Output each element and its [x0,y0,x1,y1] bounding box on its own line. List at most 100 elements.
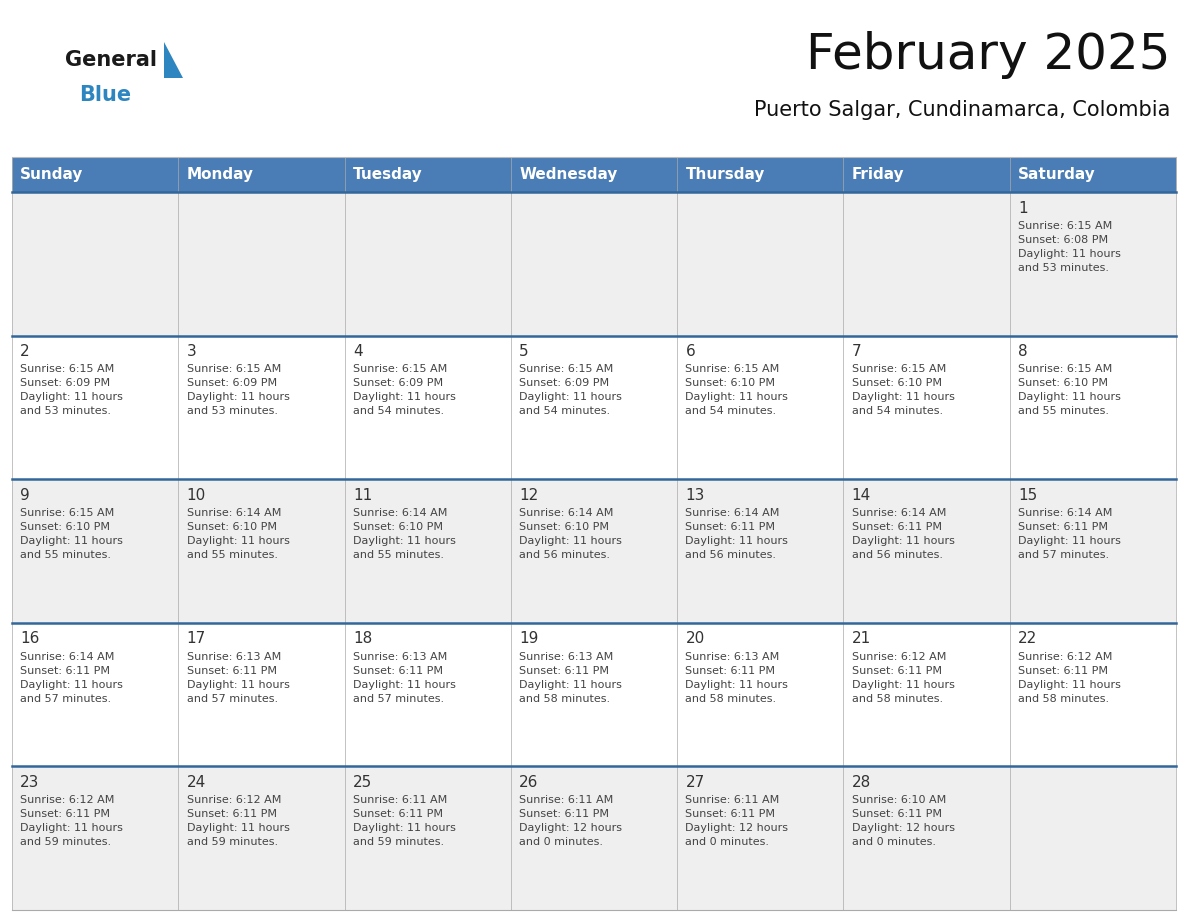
Text: 21: 21 [852,632,871,646]
Text: Sunrise: 6:14 AM
Sunset: 6:11 PM
Daylight: 11 hours
and 57 minutes.: Sunrise: 6:14 AM Sunset: 6:11 PM Dayligh… [20,652,124,703]
Text: Sunday: Sunday [20,167,83,182]
Text: 5: 5 [519,344,529,359]
Bar [178,767,345,910]
Text: 8: 8 [1018,344,1028,359]
Text: Sunrise: 6:11 AM
Sunset: 6:11 PM
Daylight: 12 hours
and 0 minutes.: Sunrise: 6:11 AM Sunset: 6:11 PM Dayligh… [519,795,623,847]
Bar [843,192,1010,336]
Text: 11: 11 [353,487,372,503]
Text: 16: 16 [20,632,39,646]
Bar [1010,336,1176,479]
Bar [345,192,511,336]
Bar [511,157,677,192]
Text: Sunrise: 6:15 AM
Sunset: 6:09 PM
Daylight: 11 hours
and 53 minutes.: Sunrise: 6:15 AM Sunset: 6:09 PM Dayligh… [20,364,124,417]
Text: 3: 3 [187,344,196,359]
Text: Sunrise: 6:15 AM
Sunset: 6:09 PM
Daylight: 11 hours
and 54 minutes.: Sunrise: 6:15 AM Sunset: 6:09 PM Dayligh… [519,364,623,417]
Bar [345,479,511,622]
Bar [1010,767,1176,910]
Text: Friday: Friday [852,167,904,182]
Text: 18: 18 [353,632,372,646]
Text: Sunrise: 6:12 AM
Sunset: 6:11 PM
Daylight: 11 hours
and 58 minutes.: Sunrise: 6:12 AM Sunset: 6:11 PM Dayligh… [1018,652,1121,703]
Bar [178,479,345,622]
Bar [1010,479,1176,622]
Text: 9: 9 [20,487,30,503]
Bar [843,479,1010,622]
Text: Sunrise: 6:14 AM
Sunset: 6:10 PM
Daylight: 11 hours
and 56 minutes.: Sunrise: 6:14 AM Sunset: 6:10 PM Dayligh… [519,508,623,560]
Text: Sunrise: 6:12 AM
Sunset: 6:11 PM
Daylight: 11 hours
and 59 minutes.: Sunrise: 6:12 AM Sunset: 6:11 PM Dayligh… [20,795,124,847]
Text: Sunrise: 6:12 AM
Sunset: 6:11 PM
Daylight: 11 hours
and 58 minutes.: Sunrise: 6:12 AM Sunset: 6:11 PM Dayligh… [852,652,955,703]
Bar [178,336,345,479]
Text: Sunrise: 6:14 AM
Sunset: 6:10 PM
Daylight: 11 hours
and 55 minutes.: Sunrise: 6:14 AM Sunset: 6:10 PM Dayligh… [187,508,290,560]
Bar [511,767,677,910]
Bar [345,157,511,192]
Text: Wednesday: Wednesday [519,167,618,182]
Text: Sunrise: 6:14 AM
Sunset: 6:11 PM
Daylight: 11 hours
and 56 minutes.: Sunrise: 6:14 AM Sunset: 6:11 PM Dayligh… [685,508,789,560]
Text: Sunrise: 6:15 AM
Sunset: 6:09 PM
Daylight: 11 hours
and 53 minutes.: Sunrise: 6:15 AM Sunset: 6:09 PM Dayligh… [187,364,290,417]
Text: 2: 2 [20,344,30,359]
Text: Sunrise: 6:13 AM
Sunset: 6:11 PM
Daylight: 11 hours
and 57 minutes.: Sunrise: 6:13 AM Sunset: 6:11 PM Dayligh… [187,652,290,703]
Bar [843,622,1010,767]
Bar [1010,157,1176,192]
Text: Sunrise: 6:12 AM
Sunset: 6:11 PM
Daylight: 11 hours
and 59 minutes.: Sunrise: 6:12 AM Sunset: 6:11 PM Dayligh… [187,795,290,847]
Text: 23: 23 [20,775,39,790]
Text: Sunrise: 6:15 AM
Sunset: 6:09 PM
Daylight: 11 hours
and 54 minutes.: Sunrise: 6:15 AM Sunset: 6:09 PM Dayligh… [353,364,456,417]
Bar [12,336,178,479]
Bar [843,767,1010,910]
Text: Sunrise: 6:13 AM
Sunset: 6:11 PM
Daylight: 11 hours
and 58 minutes.: Sunrise: 6:13 AM Sunset: 6:11 PM Dayligh… [685,652,789,703]
Text: 28: 28 [852,775,871,790]
Text: 15: 15 [1018,487,1037,503]
Bar [345,767,511,910]
Text: Sunrise: 6:15 AM
Sunset: 6:08 PM
Daylight: 11 hours
and 53 minutes.: Sunrise: 6:15 AM Sunset: 6:08 PM Dayligh… [1018,220,1121,273]
Text: Sunrise: 6:15 AM
Sunset: 6:10 PM
Daylight: 11 hours
and 54 minutes.: Sunrise: 6:15 AM Sunset: 6:10 PM Dayligh… [685,364,789,417]
Text: Sunrise: 6:13 AM
Sunset: 6:11 PM
Daylight: 11 hours
and 58 minutes.: Sunrise: 6:13 AM Sunset: 6:11 PM Dayligh… [519,652,623,703]
Bar [12,157,178,192]
Bar [12,479,178,622]
Bar [178,192,345,336]
Bar [677,157,843,192]
Text: 26: 26 [519,775,538,790]
Text: 1: 1 [1018,201,1028,216]
Bar [677,767,843,910]
Bar [677,336,843,479]
Bar [178,157,345,192]
Bar [511,192,677,336]
Text: 6: 6 [685,344,695,359]
Bar [12,192,178,336]
Text: 25: 25 [353,775,372,790]
Bar [345,622,511,767]
Text: 17: 17 [187,632,206,646]
Text: Sunrise: 6:13 AM
Sunset: 6:11 PM
Daylight: 11 hours
and 57 minutes.: Sunrise: 6:13 AM Sunset: 6:11 PM Dayligh… [353,652,456,703]
Bar [843,157,1010,192]
Text: Sunrise: 6:10 AM
Sunset: 6:11 PM
Daylight: 12 hours
and 0 minutes.: Sunrise: 6:10 AM Sunset: 6:11 PM Dayligh… [852,795,955,847]
Text: 4: 4 [353,344,362,359]
Bar [677,192,843,336]
Bar [178,622,345,767]
Text: Sunrise: 6:15 AM
Sunset: 6:10 PM
Daylight: 11 hours
and 55 minutes.: Sunrise: 6:15 AM Sunset: 6:10 PM Dayligh… [20,508,124,560]
Text: February 2025: February 2025 [805,31,1170,79]
Text: 14: 14 [852,487,871,503]
Text: Thursday: Thursday [685,167,765,182]
Text: Sunrise: 6:14 AM
Sunset: 6:11 PM
Daylight: 11 hours
and 56 minutes.: Sunrise: 6:14 AM Sunset: 6:11 PM Dayligh… [852,508,955,560]
Text: Tuesday: Tuesday [353,167,423,182]
Bar [345,336,511,479]
Text: Sunrise: 6:15 AM
Sunset: 6:10 PM
Daylight: 11 hours
and 55 minutes.: Sunrise: 6:15 AM Sunset: 6:10 PM Dayligh… [1018,364,1121,417]
Text: 20: 20 [685,632,704,646]
Bar [677,479,843,622]
Bar [1010,622,1176,767]
Text: Sunrise: 6:14 AM
Sunset: 6:11 PM
Daylight: 11 hours
and 57 minutes.: Sunrise: 6:14 AM Sunset: 6:11 PM Dayligh… [1018,508,1121,560]
Text: Blue: Blue [80,85,132,105]
Bar [511,336,677,479]
Bar [843,336,1010,479]
Text: General: General [65,50,157,70]
Text: 13: 13 [685,487,704,503]
Bar [1010,192,1176,336]
Text: 22: 22 [1018,632,1037,646]
Bar [12,622,178,767]
Text: Saturday: Saturday [1018,167,1095,182]
Text: 24: 24 [187,775,206,790]
Text: Puerto Salgar, Cundinamarca, Colombia: Puerto Salgar, Cundinamarca, Colombia [754,100,1170,120]
Text: Sunrise: 6:14 AM
Sunset: 6:10 PM
Daylight: 11 hours
and 55 minutes.: Sunrise: 6:14 AM Sunset: 6:10 PM Dayligh… [353,508,456,560]
Text: Sunrise: 6:11 AM
Sunset: 6:11 PM
Daylight: 12 hours
and 0 minutes.: Sunrise: 6:11 AM Sunset: 6:11 PM Dayligh… [685,795,789,847]
Text: 19: 19 [519,632,538,646]
Text: 12: 12 [519,487,538,503]
Text: 10: 10 [187,487,206,503]
